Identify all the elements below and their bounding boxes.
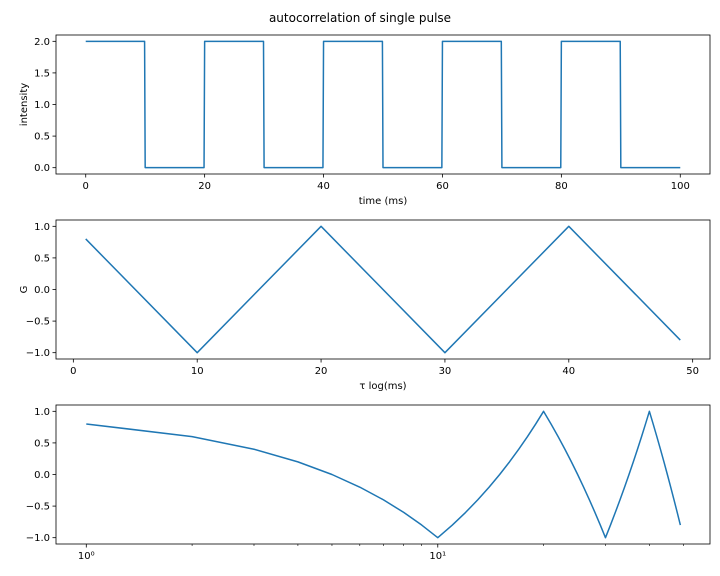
x-tick-label-middle: 0 [70,366,76,377]
y-tick-label-bottom: 0.0 [34,470,50,481]
x-axis-label-middle: τ log(ms) [359,381,406,392]
x-tick-label-middle: 30 [439,366,452,377]
x-tick-label-middle: 10 [191,366,204,377]
series-line-top [85,40,681,169]
y-axis-label-top: intensity [19,83,30,126]
y-tick-label-middle: −1.0 [26,348,50,359]
y-tick-label-top: 1.5 [34,68,50,79]
axes-frame-top [55,34,711,175]
series-line-middle [85,225,681,354]
x-tick-label-top: 60 [436,181,449,192]
y-axis-label-middle: G [19,286,30,294]
x-axis-label-top: time (ms) [359,196,408,207]
axes-frame-bottom [55,404,711,545]
x-tick-label-bottom: 10⁰ [78,551,95,562]
y-tick-label-top: 2.0 [34,37,50,48]
y-tick-label-middle: 1.0 [34,222,50,233]
y-tick-label-bottom: −0.5 [26,502,50,513]
series-line-bottom [86,410,682,539]
x-tick-label-middle: 50 [686,366,699,377]
x-tick-label-top: 100 [671,181,690,192]
axes-frame-middle [55,219,711,360]
y-tick-label-bottom: −1.0 [26,533,50,544]
x-tick-label-top: 80 [555,181,568,192]
x-tick-label-top: 40 [317,181,330,192]
x-tick-label-middle: 40 [562,366,575,377]
x-tick-label-bottom: 10¹ [429,551,446,562]
chart-top: 0 20 40 60 80 100 0.0 0.5 1.0 1.5 2.0 time (ms) inte… [19,34,711,207]
y-tick-label-middle: 0.0 [34,285,50,296]
y-tick-label-top: 1.0 [34,100,50,111]
y-tick-label-top: 0.5 [34,132,50,143]
x-tick-label-top: 0 [83,181,89,192]
y-tick-label-bottom: 1.0 [34,407,50,418]
y-tick-label-middle: 0.5 [34,253,50,264]
figure-title: autocorrelation of single pulse [269,11,451,25]
x-tick-label-middle: 20 [315,366,328,377]
chart-middle: 0 10 20 30 40 50 −1.0 −0.5 0.0 0.5 1.0 τ log(ms) G [19,219,711,392]
y-tick-label-top: 0.0 [34,163,50,174]
x-tick-label-top: 20 [198,181,211,192]
y-tick-label-bottom: 0.5 [34,438,50,449]
chart-bottom: 10⁰ 10¹ −1.0 −0.5 0.0 0.5 1.0 [26,404,711,562]
y-tick-label-middle: −0.5 [26,317,50,328]
